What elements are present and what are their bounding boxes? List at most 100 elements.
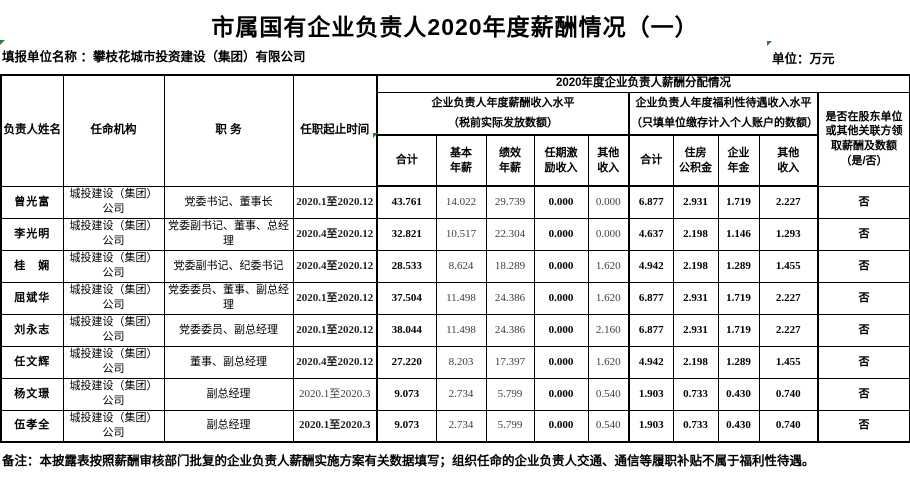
header-row-subgroups: 企业负责人年度薪酬收入水平 （税前实际发放数额） 企业负责人年度福利性待遇收入水… [1, 92, 910, 187]
cell-tenure-incentive: 0.000 [533, 313, 589, 347]
header-salary-group-line2: （税前实际发放数额） [448, 116, 558, 129]
cell-term: 2020.4至2020.12 [292, 345, 378, 379]
table-row: 杨文璟 城投建设（集团）公司 副总经理 2020.1至2020.3 9.073 … [0, 377, 910, 411]
cell-term: 2020.4至2020.12 [292, 217, 378, 251]
cell-job: 董事、副总经理 [163, 345, 294, 379]
cell-shareholder: 否 [816, 377, 910, 411]
cell-base-salary: 11.498 [435, 281, 487, 315]
cell-shareholder: 否 [816, 345, 910, 379]
cell-other-welfare: 2.227 [758, 313, 819, 347]
cell-term: 2020.1至2020.12 [292, 313, 378, 347]
cell-performance-salary: 18.289 [485, 249, 535, 283]
cell-job: 党委委员、副总经理 [163, 313, 294, 347]
cell-org: 城投建设（集团）公司 [62, 185, 165, 219]
cell-name: 曾光富 [0, 185, 64, 219]
cell-tenure-incentive: 0.000 [533, 217, 589, 251]
cell-welfare-total: 6.877 [628, 185, 674, 219]
header-job: 职 务 [163, 74, 294, 187]
cell-shareholder: 否 [816, 281, 910, 315]
cell-housing-fund: 2.931 [672, 313, 719, 347]
footnote: 备注：本披露表按照薪酬审核部门批复的企业负责人薪酬实施方案有关数据填写；组织任命… [2, 454, 815, 468]
cell-other-welfare: 1.293 [758, 217, 819, 251]
cell-housing-fund: 2.198 [672, 217, 719, 251]
cell-welfare-total: 4.942 [628, 345, 674, 379]
header-housing-fund: 住房 公积金 [672, 134, 719, 187]
cell-comment-marker-icon [767, 41, 772, 46]
header-performance-salary: 绩效 年薪 [485, 134, 535, 187]
cell-welfare-total: 1.903 [628, 409, 674, 443]
cell-tenure-incentive: 0.000 [533, 249, 589, 283]
cell-tenure-incentive: 0.000 [533, 377, 589, 411]
cell-base-salary: 2.734 [435, 409, 487, 443]
cell-other-income: 0.000 [587, 185, 630, 219]
table-row: 伍孝全 城投建设（集团）公司 副总经理 2020.1至2020.3 9.073 … [0, 409, 910, 443]
cell-enterprise-annuity: 1.719 [717, 281, 760, 315]
header-base-salary: 基本 年薪 [435, 134, 487, 187]
cell-org: 城投建设（集团）公司 [62, 217, 165, 251]
cell-term: 2020.1至2020.3 [292, 377, 378, 411]
cell-other-welfare: 1.455 [758, 249, 819, 283]
header-org: 任命机构 [62, 74, 165, 187]
header-term: 任职起止时间 [292, 74, 378, 187]
cell-name: 任文辉 [0, 345, 64, 379]
cell-tenure-incentive: 0.000 [533, 185, 589, 219]
header-name: 负责人姓名 [0, 74, 64, 187]
cell-tenure-incentive: 0.000 [533, 345, 589, 379]
report-unit-value: 攀枝花城市投资建设（集团）有限公司 [92, 50, 306, 64]
salary-table: 负责人姓名 任命机构 职 务 任职起止时间 2020年度企业负责人薪酬分配情况 … [0, 74, 910, 443]
table-row: 任文辉 城投建设（集团）公司 董事、副总经理 2020.4至2020.12 27… [0, 345, 910, 379]
cell-base-salary: 10.517 [435, 217, 487, 251]
cell-performance-salary: 24.386 [485, 281, 535, 315]
cell-term: 2020.4至2020.12 [292, 249, 378, 283]
cell-welfare-total: 6.877 [628, 313, 674, 347]
cell-base-salary: 8.624 [435, 249, 487, 283]
cell-name: 伍孝全 [0, 409, 64, 443]
cell-term: 2020.1至2020.12 [292, 281, 378, 315]
cell-name: 刘永志 [0, 313, 64, 347]
cell-welfare-total: 4.637 [628, 217, 674, 251]
cell-org: 城投建设（集团）公司 [62, 377, 165, 411]
cell-performance-salary: 22.304 [485, 217, 535, 251]
header-salary-group-line1: 企业负责人年度薪酬收入水平 [431, 97, 575, 110]
cell-performance-salary: 29.739 [485, 185, 535, 219]
cell-enterprise-annuity: 0.430 [717, 377, 760, 411]
cell-performance-salary: 24.386 [485, 313, 535, 347]
cell-salary-total: 9.073 [376, 377, 437, 411]
cell-tenure-incentive: 0.000 [533, 281, 589, 315]
cell-other-income: 0.000 [587, 217, 630, 251]
cell-salary-total: 37.504 [376, 281, 437, 315]
cell-performance-salary: 5.799 [485, 377, 535, 411]
cell-enterprise-annuity: 1.146 [717, 217, 760, 251]
cell-other-welfare: 1.455 [758, 345, 819, 379]
header-shareholder: 是否在股东单位 或其他关联方领 取薪酬及数额 （是/否） [816, 92, 910, 187]
cell-other-welfare: 2.227 [758, 185, 819, 219]
cell-term: 2020.1至2020.3 [292, 409, 378, 443]
cell-enterprise-annuity: 0.430 [717, 409, 760, 443]
cell-performance-salary: 5.799 [485, 409, 535, 443]
cell-salary-total: 27.220 [376, 345, 437, 379]
cell-salary-total: 43.761 [376, 185, 437, 219]
cell-name: 桂 娴 [0, 249, 64, 283]
cell-other-income: 2.160 [587, 313, 630, 347]
header-group-title: 2020年度企业负责人薪酬分配情况 [375, 74, 910, 93]
cell-job: 副总经理 [163, 377, 294, 411]
cell-other-income: 0.540 [587, 409, 630, 443]
header-tenure-incentive: 任期激 励收入 [533, 134, 589, 187]
cell-shareholder: 否 [816, 185, 910, 219]
cell-housing-fund: 2.931 [672, 281, 719, 315]
cell-other-income: 1.620 [587, 281, 630, 315]
table-row: 李光明 城投建设（集团）公司 党委副书记、董事、总经理 2020.4至2020.… [0, 217, 910, 251]
header-welfare-group-line2: （只填单位缴存计入个人账户的数额） [631, 116, 818, 129]
cell-housing-fund: 0.733 [672, 409, 719, 443]
cell-name: 屈斌华 [0, 281, 64, 315]
header-enterprise-annuity: 企业 年金 [717, 134, 760, 187]
cell-tenure-incentive: 0.000 [533, 409, 589, 443]
cell-shareholder: 否 [816, 409, 910, 443]
cell-other-income: 1.620 [587, 249, 630, 283]
cell-job: 党委书记、董事长 [163, 185, 294, 219]
cell-name: 杨文璟 [0, 377, 64, 411]
header-welfare-total: 合计 [628, 134, 674, 187]
cell-welfare-total: 1.903 [628, 377, 674, 411]
header-welfare-group-line1: 企业负责人年度福利性待遇收入水平 [635, 97, 812, 110]
